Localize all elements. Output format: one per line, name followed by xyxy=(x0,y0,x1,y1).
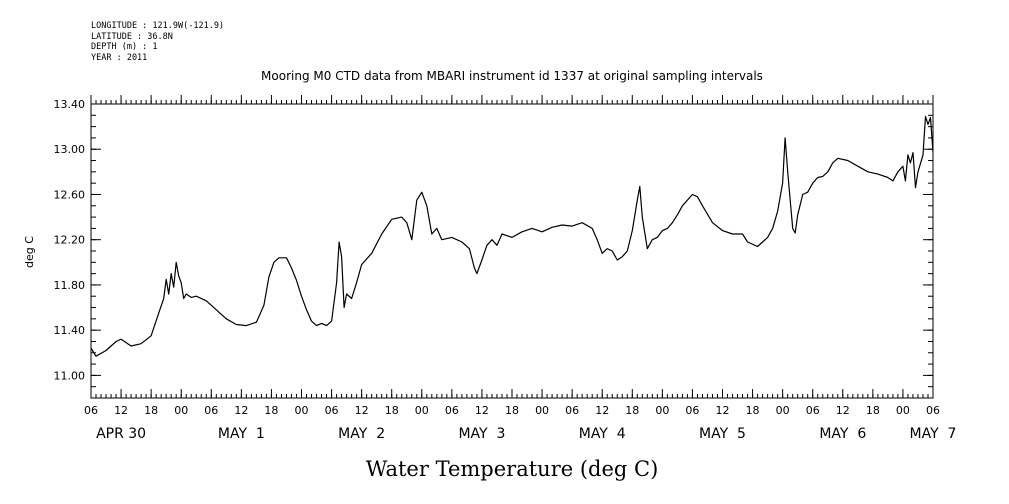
x-tick-label: 18 xyxy=(264,404,278,417)
x-tick-label: 12 xyxy=(234,404,248,417)
x-tick-label: 06 xyxy=(806,404,820,417)
x-tick-label: 00 xyxy=(415,404,429,417)
y-tick-label: 13.40 xyxy=(54,98,86,111)
x-tick-label: 12 xyxy=(836,404,850,417)
x-tick-label: 00 xyxy=(655,404,669,417)
y-tick-label: 12.60 xyxy=(54,188,86,201)
plot-area: 11.00 11.40 11.80 12.20 12.60 13.00 13.40 06 12 1… xyxy=(54,95,957,442)
x-day-label: MAY 3 xyxy=(458,426,505,442)
x-tick-label: 18 xyxy=(385,404,399,417)
chart-title: Mooring M0 CTD data from MBARI instrumen… xyxy=(261,69,763,83)
x-tick-label: 06 xyxy=(565,404,579,417)
x-tick-label: 06 xyxy=(325,404,339,417)
x-tick-label: 18 xyxy=(866,404,880,417)
latitude-text: LATITUDE : 36.8N xyxy=(91,31,173,42)
y-tick-label: 12.20 xyxy=(54,234,86,247)
y-axis-label: deg C xyxy=(23,236,36,268)
x-tick-label: 06 xyxy=(445,404,459,417)
year-text: YEAR : 2011 xyxy=(91,52,148,63)
x-tick-label: 18 xyxy=(144,404,158,417)
x-tick-label: 18 xyxy=(625,404,639,417)
y-tick-label: 11.80 xyxy=(54,279,86,292)
x-tick-label: 18 xyxy=(505,404,519,417)
x-tick-label: 06 xyxy=(84,404,98,417)
x-tick-label: 12 xyxy=(475,404,489,417)
x-tick-label: 12 xyxy=(716,404,730,417)
y-tick-label: 11.00 xyxy=(54,369,86,382)
x-tick-label: 06 xyxy=(685,404,699,417)
x-tick-label: 12 xyxy=(114,404,128,417)
y-tick-label: 11.40 xyxy=(54,324,86,337)
x-tick-label: 00 xyxy=(776,404,790,417)
longitude-text: LONGITUDE : 121.9W(-121.9) xyxy=(91,21,225,31)
plot-frame xyxy=(90,103,934,399)
x-tick-label: 06 xyxy=(926,404,940,417)
x-tick-label: 12 xyxy=(595,404,609,417)
x-axis-label: Water Temperature (deg C) xyxy=(366,457,659,481)
x-tick-label: 00 xyxy=(896,404,910,417)
y-tick-label: 13.00 xyxy=(54,143,86,156)
x-tick-label: 00 xyxy=(174,404,188,417)
x-day-label: MAY 2 xyxy=(338,426,385,442)
x-tick-label: 00 xyxy=(535,404,549,417)
metadata-block: LONGITUDE : 121.9W(-121.9) LATITUDE : 36… xyxy=(91,21,224,63)
depth-text: DEPTH (m) : 1 xyxy=(91,42,158,52)
x-day-label: MAY 5 xyxy=(699,426,746,442)
series-line xyxy=(91,115,933,357)
x-tick-label: 12 xyxy=(355,404,369,417)
x-tick-label: 06 xyxy=(204,404,218,417)
x-day-label: MAY 6 xyxy=(819,426,866,442)
x-day-label: MAY 4 xyxy=(579,426,626,442)
x-day-label: MAY 7 xyxy=(910,426,957,442)
x-tick-label: 00 xyxy=(295,404,309,417)
x-day-label: APR 30 xyxy=(96,426,146,442)
x-tick-label: 18 xyxy=(746,404,760,417)
x-day-label: MAY 1 xyxy=(218,426,265,442)
